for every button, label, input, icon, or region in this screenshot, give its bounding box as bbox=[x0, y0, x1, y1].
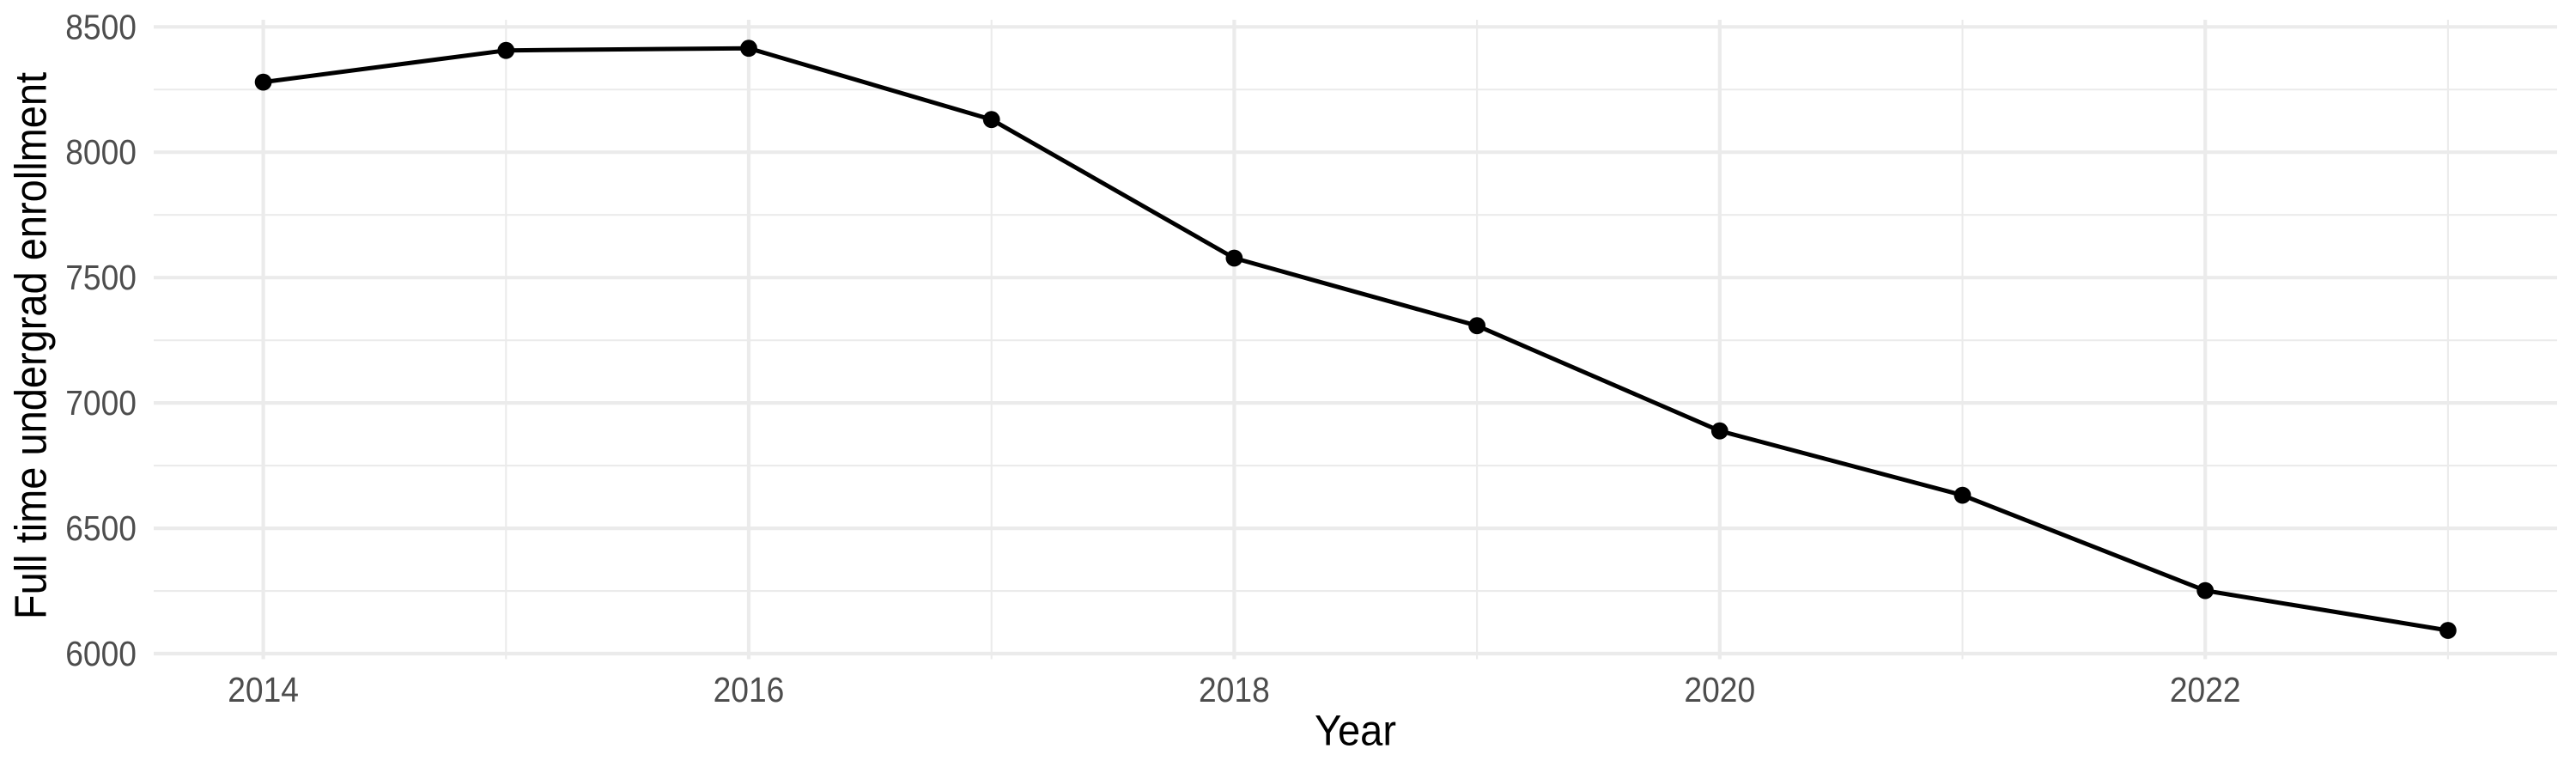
svg-text:6000: 6000 bbox=[65, 636, 137, 674]
svg-text:2020: 2020 bbox=[1684, 671, 1755, 709]
svg-text:2016: 2016 bbox=[714, 671, 785, 709]
svg-text:8500: 8500 bbox=[65, 9, 137, 47]
svg-text:2014: 2014 bbox=[228, 671, 299, 709]
svg-text:8000: 8000 bbox=[65, 134, 137, 173]
svg-text:7500: 7500 bbox=[65, 259, 137, 298]
svg-text:2022: 2022 bbox=[2170, 671, 2241, 709]
svg-text:2018: 2018 bbox=[1199, 671, 1270, 709]
svg-text:Full time undergrad enrollment: Full time undergrad enrollment bbox=[6, 72, 56, 619]
svg-text:Year: Year bbox=[1315, 707, 1396, 754]
svg-text:6500: 6500 bbox=[65, 510, 137, 549]
svg-text:7000: 7000 bbox=[65, 385, 137, 423]
